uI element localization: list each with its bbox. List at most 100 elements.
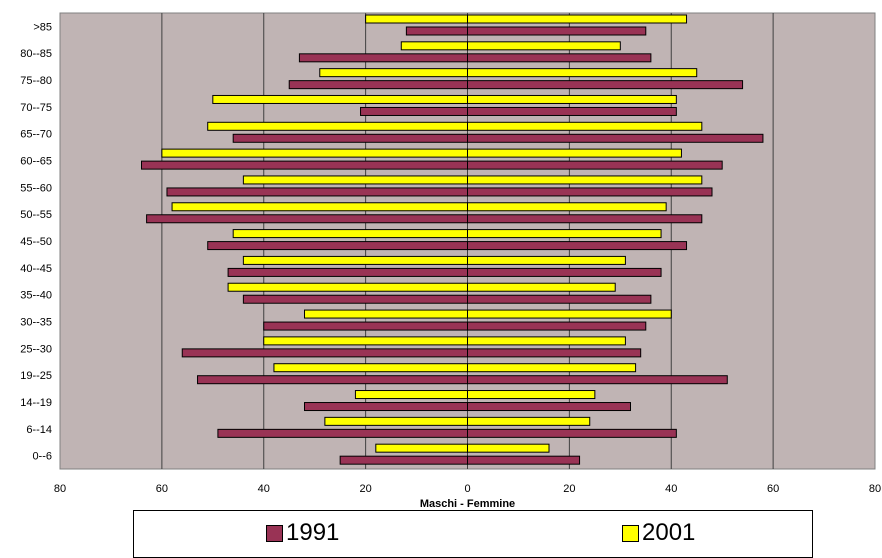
y-tick-labels: 0--6 6--14 14--19 19--25 25--30 30--35 35--40 4… — [20, 21, 52, 462]
y-tick-label: >85 — [33, 21, 52, 33]
bar-2001-maschi — [232, 229, 468, 239]
y-tick-label: 50--55 — [20, 209, 52, 221]
bar-2001-femmine — [467, 41, 621, 51]
bar-2001-maschi — [161, 148, 468, 158]
legend-swatch-2001 — [622, 524, 639, 542]
legend: 1991 2001 — [133, 510, 813, 558]
y-tick-label: 75--80 — [20, 75, 52, 87]
x-tick-label: 80 — [54, 483, 66, 495]
bar-1991-femmine — [467, 294, 652, 304]
bar-1991-maschi — [166, 187, 468, 197]
bar-1991-maschi — [232, 133, 468, 143]
bar-2001-femmine — [467, 309, 672, 319]
legend-label-2001: 2001 — [642, 519, 696, 546]
bar-2001-femmine — [467, 363, 637, 373]
y-tick-label: 70--75 — [20, 102, 52, 114]
bar-1991-maschi — [227, 267, 468, 277]
bar-1991-femmine — [467, 160, 723, 170]
x-tick-label: 80 — [869, 483, 881, 495]
y-tick-label: 55--60 — [20, 182, 52, 194]
y-tick-label: 35--40 — [20, 290, 52, 302]
bar-1991-femmine — [467, 321, 647, 331]
bar-1991-maschi — [339, 455, 468, 465]
bar-1991-femmine — [467, 267, 662, 277]
bar-2001-maschi — [212, 94, 468, 104]
bar-1991-maschi — [242, 294, 468, 304]
x-tick-label: 40 — [665, 483, 677, 495]
bar-2001-femmine — [467, 121, 703, 131]
x-axis-label: Maschi - Femmine — [420, 498, 515, 510]
bar-2001-femmine — [467, 229, 662, 239]
bar-1991-maschi — [217, 428, 468, 438]
legend-item-1991: 1991 — [266, 519, 339, 547]
bar-1991-femmine — [467, 187, 713, 197]
y-tick-label: 14--19 — [20, 397, 52, 409]
bar-2001-maschi — [273, 363, 468, 373]
bar-1991-maschi — [405, 26, 468, 36]
bar-2001-maschi — [171, 202, 468, 212]
bar-1991-femmine — [467, 348, 642, 358]
bar-1991-femmine — [467, 455, 581, 465]
bar-2001-maschi — [242, 255, 468, 265]
y-tick-label: 40--45 — [20, 263, 52, 275]
y-tick-label: 0--6 — [32, 451, 52, 463]
bar-1991-maschi — [360, 106, 468, 116]
x-tick-labels: 80 60 40 20 0 20 40 60 80 — [54, 483, 881, 495]
y-tick-label: 80--85 — [20, 48, 52, 60]
bar-2001-femmine — [467, 255, 626, 265]
bar-1991-maschi — [304, 402, 468, 412]
bar-2001-femmine — [467, 94, 677, 104]
bar-2001-femmine — [467, 14, 688, 24]
x-tick-label: 20 — [563, 483, 575, 495]
bar-2001-femmine — [467, 148, 682, 158]
y-tick-label: 6--14 — [26, 424, 52, 436]
x-tick-label: 40 — [258, 483, 270, 495]
bar-1991-femmine — [467, 53, 652, 63]
bar-2001-femmine — [467, 282, 616, 292]
legend-item-2001: 2001 — [622, 519, 695, 547]
bar-2001-femmine — [467, 390, 596, 400]
bar-1991-maschi — [181, 348, 468, 358]
x-tick-label: 60 — [156, 483, 168, 495]
bar-2001-maschi — [304, 309, 468, 319]
bar-1991-femmine — [467, 375, 728, 385]
bars — [141, 14, 764, 465]
bar-2001-maschi — [400, 41, 468, 51]
bar-2001-maschi — [319, 68, 468, 78]
y-tick-label: 25--30 — [20, 343, 52, 355]
bar-2001-femmine — [467, 175, 703, 185]
bar-1991-maschi — [298, 53, 468, 63]
bar-2001-femmine — [467, 202, 667, 212]
bar-1991-femmine — [467, 26, 647, 36]
bar-1991-maschi — [263, 321, 468, 331]
bar-1991-maschi — [207, 241, 468, 251]
y-tick-label: 65--70 — [20, 129, 52, 141]
y-tick-label: 19--25 — [20, 370, 52, 382]
bar-2001-maschi — [354, 390, 468, 400]
bar-2001-maschi — [207, 121, 468, 131]
x-tick-label: 20 — [360, 483, 372, 495]
bar-1991-femmine — [467, 428, 677, 438]
bar-1991-maschi — [288, 80, 468, 90]
bar-1991-femmine — [467, 106, 677, 116]
x-tick-label: 60 — [767, 483, 779, 495]
bar-1991-maschi — [197, 375, 468, 385]
y-tick-label: 45--50 — [20, 236, 52, 248]
bar-1991-maschi — [141, 160, 468, 170]
bar-1991-femmine — [467, 402, 631, 412]
legend-swatch-1991 — [266, 524, 283, 542]
legend-label-1991: 1991 — [286, 519, 340, 546]
bar-1991-femmine — [467, 241, 688, 251]
bar-1991-maschi — [146, 214, 468, 224]
bar-2001-femmine — [467, 336, 626, 346]
bar-1991-femmine — [467, 80, 744, 90]
bar-2001-femmine — [467, 416, 591, 426]
y-tick-label: 60--65 — [20, 156, 52, 168]
x-tick-label: 0 — [464, 483, 470, 495]
bar-2001-maschi — [263, 336, 468, 346]
bar-2001-maschi — [242, 175, 468, 185]
y-tick-label: 30--35 — [20, 316, 52, 328]
bar-2001-femmine — [467, 443, 550, 453]
bar-1991-femmine — [467, 214, 703, 224]
